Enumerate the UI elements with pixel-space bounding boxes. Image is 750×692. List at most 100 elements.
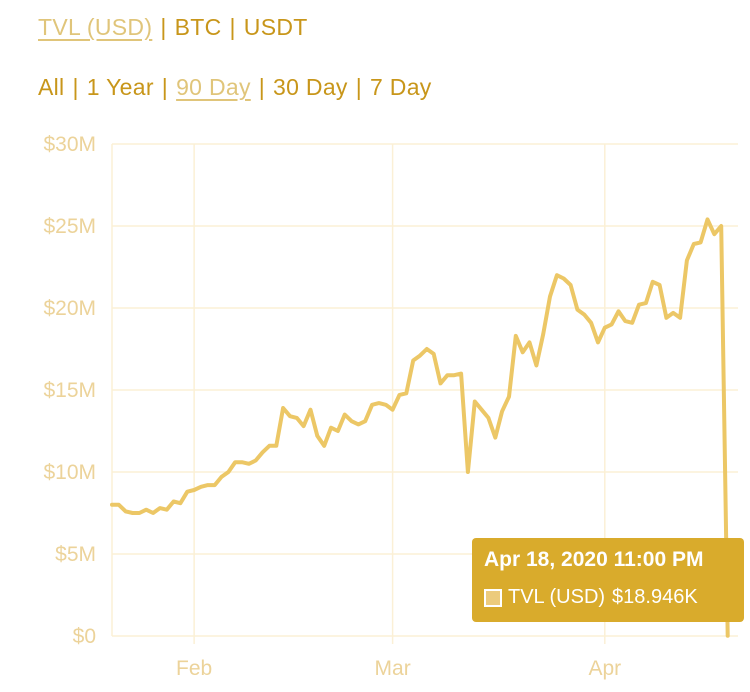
data-point <box>357 423 360 426</box>
y-tick-label: $15M <box>43 379 96 402</box>
data-point <box>158 506 162 510</box>
range-option-7-day[interactable]: 7 Day <box>370 74 432 100</box>
data-point <box>685 259 689 262</box>
data-point <box>562 277 565 280</box>
data-point <box>131 511 134 515</box>
data-point <box>179 502 182 505</box>
toggle-separator: | <box>160 14 167 40</box>
data-point <box>487 416 490 420</box>
x-tick-label: Apr <box>588 657 621 680</box>
data-point <box>459 372 463 375</box>
hover-tooltip: Apr 18, 2020 11:00 PM TVL (USD) $18.946K <box>472 538 744 622</box>
data-point <box>412 359 415 362</box>
data-point <box>247 462 251 465</box>
tooltip-value-row: TVL (USD) $18.946K <box>484 586 698 609</box>
data-point <box>583 313 586 316</box>
data-point <box>316 434 319 438</box>
data-point <box>110 503 114 506</box>
y-tick-label: $30M <box>43 133 96 156</box>
data-point <box>384 403 387 406</box>
data-point <box>391 408 394 411</box>
data-point <box>576 308 579 311</box>
data-point <box>555 274 559 277</box>
data-point <box>453 374 456 377</box>
data-point <box>336 429 340 433</box>
data-point <box>494 436 497 439</box>
data-point <box>521 351 524 354</box>
data-point <box>145 508 148 511</box>
data-point <box>480 408 483 411</box>
data-point <box>213 483 216 487</box>
data-point <box>535 364 538 367</box>
toggle-separator: | <box>258 74 266 100</box>
toggle-separator: | <box>229 14 236 40</box>
data-point <box>425 347 428 351</box>
data-point <box>631 321 634 324</box>
data-point <box>644 301 648 305</box>
data-point <box>295 416 298 420</box>
y-tick-label: $20M <box>43 297 96 320</box>
tooltip-series-label: TVL (USD) <box>508 586 606 608</box>
range-option-1-year[interactable]: 1 Year <box>86 74 154 100</box>
x-tick-label: Feb <box>176 657 212 680</box>
data-point <box>569 283 572 287</box>
range-option-30-day[interactable]: 30 Day <box>273 74 348 100</box>
data-point <box>186 490 189 493</box>
data-point <box>405 392 408 395</box>
data-point <box>617 310 620 313</box>
data-point <box>692 242 695 246</box>
x-tick-label: Mar <box>375 657 411 680</box>
data-point <box>165 508 168 511</box>
data-point <box>637 303 641 306</box>
data-point <box>329 426 333 429</box>
data-point <box>439 382 442 385</box>
toggle-separator: | <box>72 74 79 100</box>
data-point <box>548 295 552 298</box>
data-point <box>528 341 531 344</box>
data-point <box>720 224 723 228</box>
data-point <box>254 459 257 462</box>
currency-toggle: TVL (USD) | BTC | USDT <box>38 14 308 41</box>
range-option-90-day[interactable]: 90 Day <box>176 74 251 100</box>
data-point <box>713 233 716 236</box>
data-point <box>151 511 155 515</box>
data-point <box>624 319 627 323</box>
y-axis-labels: $0 $5M $10M $15M $20M $25M $30M <box>43 133 96 648</box>
data-point <box>672 311 675 315</box>
data-point <box>658 283 661 287</box>
data-point <box>275 444 278 447</box>
data-point <box>227 470 230 474</box>
data-point <box>343 413 346 416</box>
data-point <box>350 420 353 423</box>
data-point <box>199 485 203 488</box>
data-point <box>370 403 374 406</box>
data-point <box>117 503 121 506</box>
data-point <box>665 316 668 319</box>
currency-option-usdt[interactable]: USDT <box>243 14 308 40</box>
data-point <box>398 393 401 397</box>
currency-option-tvl-usd[interactable]: TVL (USD) <box>38 14 153 40</box>
data-point <box>124 510 127 513</box>
data-point <box>500 410 504 413</box>
y-tick-label: $25M <box>43 215 96 238</box>
series-color-swatch <box>484 588 502 607</box>
range-option-all[interactable]: All <box>38 74 65 100</box>
data-point <box>377 401 381 405</box>
data-point <box>651 280 654 283</box>
tooltip-date: Apr 18, 2020 11:00 PM <box>484 548 704 571</box>
toggle-separator: | <box>355 74 363 100</box>
data-point <box>281 406 285 410</box>
data-point <box>309 408 312 411</box>
tooltip-value: $18.946K <box>612 586 698 608</box>
data-point <box>261 451 264 454</box>
data-point <box>603 326 606 329</box>
data-point <box>589 321 593 324</box>
data-point <box>234 461 237 464</box>
currency-option-btc[interactable]: BTC <box>174 14 222 40</box>
data-point <box>323 444 326 447</box>
data-point <box>432 352 435 356</box>
series-layer <box>110 217 730 638</box>
x-axis-labels: Feb Mar Apr <box>176 657 621 680</box>
y-tick-label: $10M <box>43 461 96 484</box>
